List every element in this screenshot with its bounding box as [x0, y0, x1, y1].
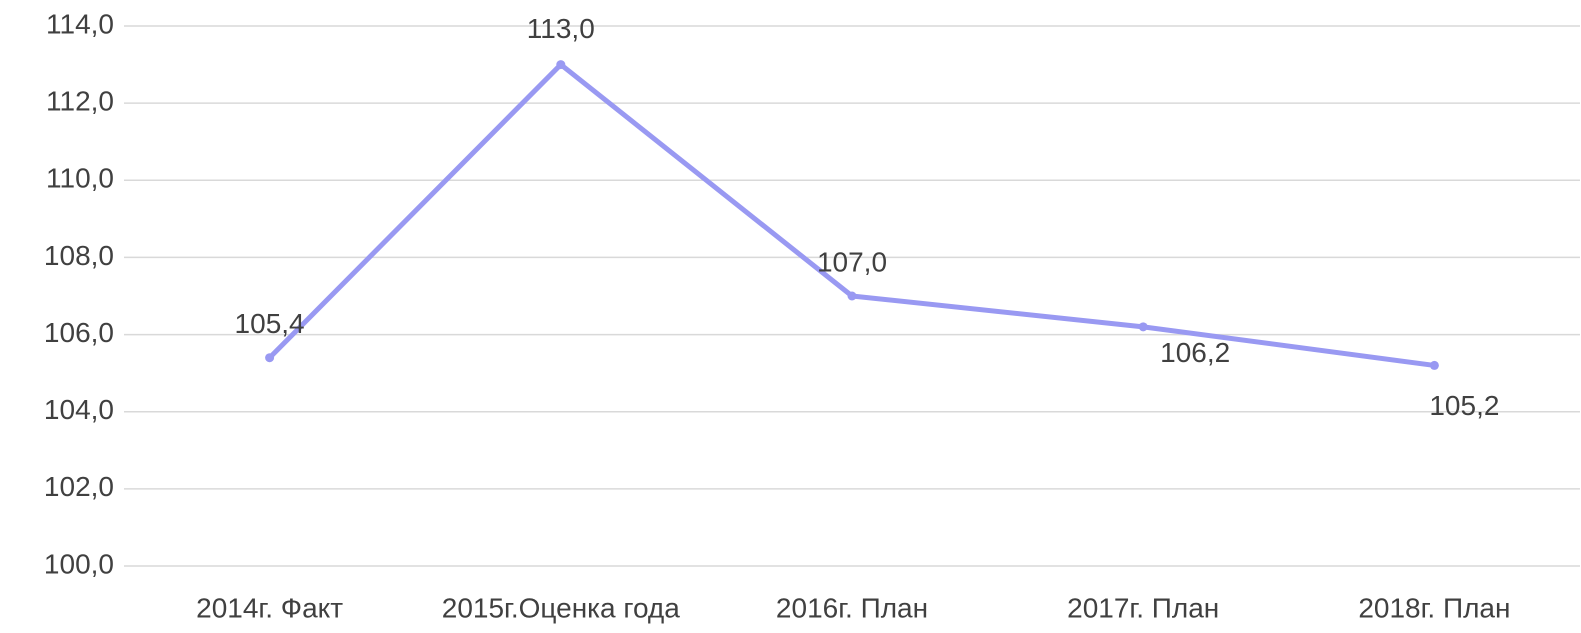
y-tick-label: 104,0: [44, 394, 114, 425]
y-tick-label: 106,0: [44, 317, 114, 348]
y-tick-label: 114,0: [46, 8, 114, 39]
y-tick-label: 102,0: [44, 471, 114, 502]
x-tick-label: 2015г.Оценка года: [442, 592, 681, 623]
data-label: 106,2: [1160, 337, 1230, 368]
x-tick-label: 2017г. План: [1067, 592, 1219, 623]
point: [1138, 322, 1148, 332]
x-tick-label: 2014г. Факт: [196, 592, 343, 623]
line: [267, 62, 1435, 368]
point: [1429, 360, 1439, 370]
point: [556, 60, 566, 70]
point: [847, 291, 857, 301]
data-label: 105,2: [1429, 390, 1499, 421]
x-tick-label: 2016г. План: [776, 592, 928, 623]
y-tick-label: 100,0: [44, 548, 114, 579]
data-label: 107,0: [817, 246, 887, 277]
data-label: 113,0: [527, 13, 595, 44]
point: [265, 353, 275, 363]
y-tick-label: 110,0: [46, 163, 114, 194]
y-tick-label: 108,0: [44, 240, 114, 271]
data-label: 105,4: [235, 308, 305, 339]
x-tick-label: 2018г. План: [1358, 592, 1510, 623]
y-tick-label: 112,0: [46, 86, 114, 117]
